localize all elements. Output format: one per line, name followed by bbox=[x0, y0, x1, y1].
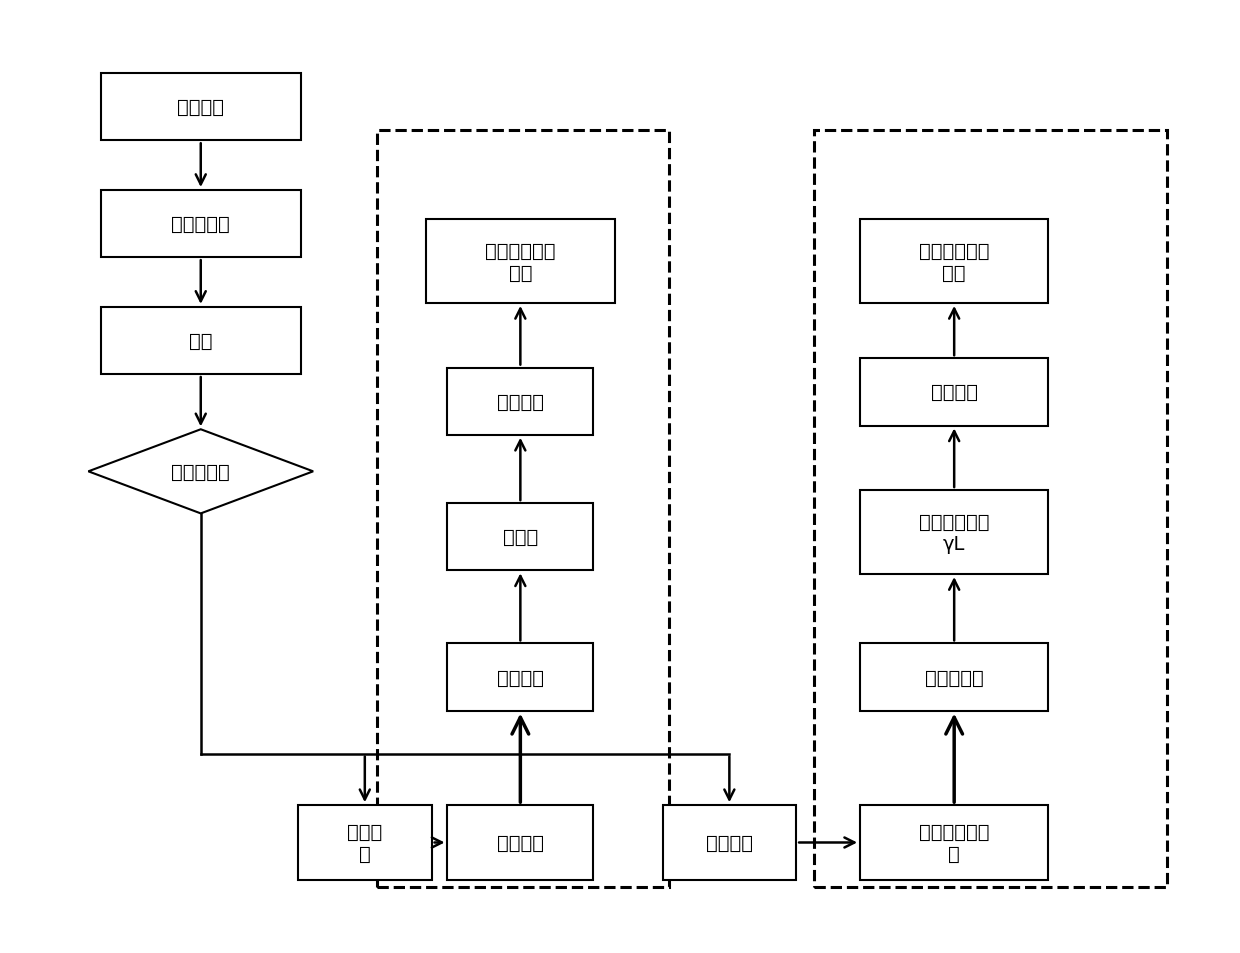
Text: 带通滤波器: 带通滤波器 bbox=[171, 214, 231, 233]
Text: 相关性分析: 相关性分析 bbox=[925, 668, 983, 687]
Bar bbox=[861, 643, 1048, 711]
Bar bbox=[377, 131, 668, 887]
Text: 计算相关因子
γL: 计算相关因子 γL bbox=[919, 512, 990, 553]
Bar bbox=[662, 805, 796, 880]
Text: 协方差矩阵检
测: 协方差矩阵检 测 bbox=[919, 822, 990, 863]
Text: 能量检测: 能量检测 bbox=[497, 833, 544, 852]
Text: 判决频谱是否
空闲: 判决频谱是否 空闲 bbox=[485, 241, 556, 282]
Polygon shape bbox=[88, 430, 314, 514]
Text: 信噪比评估: 信噪比评估 bbox=[171, 462, 231, 481]
Bar bbox=[815, 131, 1167, 887]
Text: 低信噪比: 低信噪比 bbox=[706, 833, 753, 852]
Bar bbox=[861, 359, 1048, 426]
Bar bbox=[100, 191, 301, 258]
Text: 阈值设置: 阈值设置 bbox=[497, 393, 544, 412]
Text: 积分器: 积分器 bbox=[502, 528, 538, 547]
Bar bbox=[448, 805, 593, 880]
Bar bbox=[448, 643, 593, 711]
Bar bbox=[100, 308, 301, 375]
Text: 平方模块: 平方模块 bbox=[497, 668, 544, 687]
Text: 接收信号: 接收信号 bbox=[177, 98, 224, 117]
Text: 阈值设置: 阈值设置 bbox=[931, 383, 977, 402]
Bar bbox=[861, 491, 1048, 575]
Text: 高信噪
比: 高信噪 比 bbox=[347, 822, 382, 863]
Bar bbox=[448, 503, 593, 571]
Bar bbox=[861, 220, 1048, 304]
Bar bbox=[861, 805, 1048, 880]
Text: 抽样: 抽样 bbox=[188, 332, 212, 351]
Bar bbox=[427, 220, 615, 304]
Bar bbox=[100, 74, 301, 141]
Text: 判决频谱是否
空闲: 判决频谱是否 空闲 bbox=[919, 241, 990, 282]
Bar bbox=[448, 368, 593, 436]
Bar bbox=[298, 805, 432, 880]
